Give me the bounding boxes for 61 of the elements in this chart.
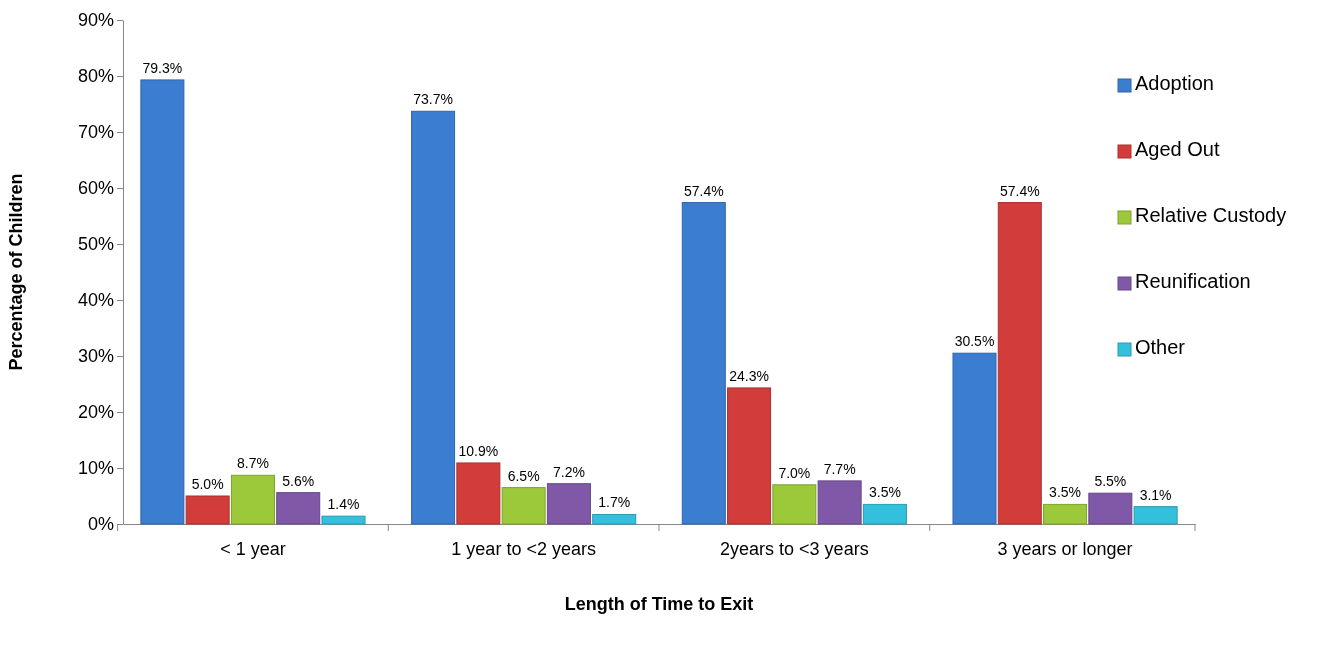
data-label: 24.3% [729,367,769,384]
data-label: 1.4% [327,496,360,513]
bar [592,513,637,525]
y-tick-label: 90% [77,10,114,31]
x-tick-label: 1 year to <2 years [451,538,596,559]
y-tick-label: 60% [77,178,114,199]
data-label: 57.4% [999,182,1040,199]
data-label: 5.6% [282,472,315,489]
y-tick-label: 0% [87,514,114,535]
data-label: 79.3% [142,59,183,76]
y-tick-label: 80% [77,66,114,87]
data-label: 3.1% [1139,486,1172,503]
bar [772,484,817,525]
bar [862,503,907,525]
data-label: 8.7% [236,455,269,472]
y-tick-label: 50% [77,234,114,255]
x-tick-label: 3 years or longer [997,538,1133,559]
data-label: 5.5% [1094,473,1127,490]
bar [817,480,862,525]
legend-label: Adoption [1135,72,1214,94]
bar [952,352,997,525]
data-label: 7.7% [823,460,856,477]
data-label: 7.0% [778,464,811,481]
legend-label: Aged Out [1135,138,1220,160]
bar [997,202,1042,525]
legend-label: Relative Custody [1135,204,1287,226]
bar [321,515,366,525]
x-axis-title: Length of Time to Exit [564,594,754,614]
legend-label: Other [1135,336,1186,358]
bar [1133,506,1178,525]
y-tick-label: 20% [77,402,114,423]
data-label: 30.5% [954,333,995,350]
bar [501,487,546,525]
y-tick-label: 70% [77,122,114,143]
bar [276,492,321,525]
data-label: 5.0% [191,476,224,492]
data-label: 3.5% [868,484,901,501]
bar [456,462,501,525]
y-tick-label: 40% [77,290,114,311]
x-tick-label: < 1 year [220,538,286,559]
bar [681,202,726,525]
bar [185,495,230,525]
data-label: 10.9% [458,442,499,459]
y-axis-title: Percentage of Children [6,173,26,371]
bar [411,110,456,525]
data-label: 6.5% [507,467,540,484]
bar [230,474,275,525]
bar [727,387,772,525]
bar [1088,492,1133,525]
bar [1043,503,1088,525]
x-tick-label: 2years to <3 years [720,538,869,559]
data-label: 1.7% [598,494,631,511]
bar [546,483,591,525]
y-tick-label: 30% [77,346,114,367]
y-tick-label: 10% [77,458,114,479]
legend-label: Reunification [1135,270,1251,292]
data-label: 73.7% [413,91,453,108]
bar [140,79,185,525]
data-label: 7.2% [552,463,585,480]
data-label: 57.4% [683,182,724,199]
data-label: 3.5% [1049,484,1082,501]
